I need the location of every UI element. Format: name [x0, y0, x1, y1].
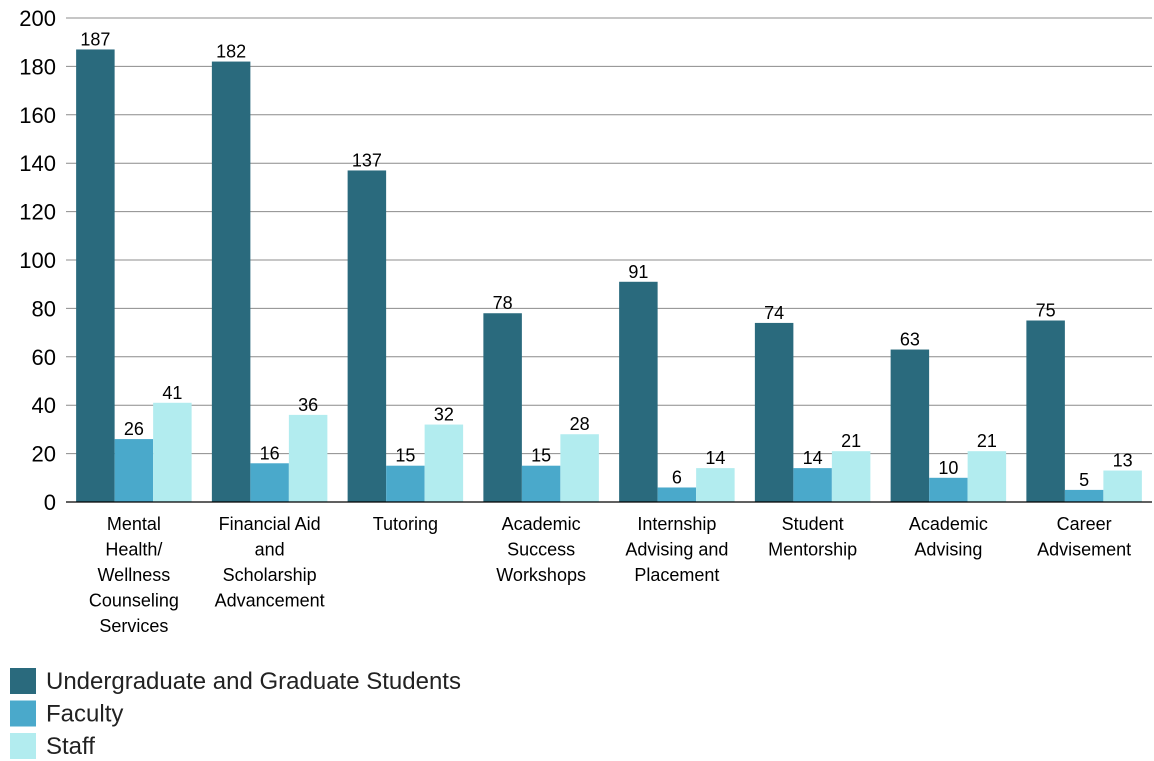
legend-swatch: [10, 700, 36, 727]
legend: Undergraduate and Graduate Students Facul…: [10, 668, 461, 760]
x-tick-label: Student: [782, 514, 844, 534]
data-label: 26: [124, 419, 144, 439]
data-label: 14: [705, 448, 725, 468]
legend-label: Undergraduate and Graduate Students: [46, 668, 461, 695]
data-label: 15: [395, 446, 415, 466]
x-tick-label: Services: [99, 616, 168, 636]
bar: [560, 434, 599, 502]
y-tick-label: 200: [19, 6, 56, 31]
bar: [929, 477, 968, 502]
x-tick-label: Career: [1057, 514, 1112, 534]
y-tick-label: 100: [19, 248, 56, 273]
legend-swatch: [10, 668, 36, 694]
bars: [76, 49, 1142, 503]
y-tick-label: 60: [32, 345, 56, 370]
x-tick-label: and: [255, 540, 285, 560]
data-label: 21: [977, 431, 997, 451]
x-tick-label: Workshops: [496, 565, 586, 585]
x-tick-label: Success: [507, 540, 575, 560]
bar: [153, 402, 192, 502]
bar: [114, 439, 154, 502]
x-tick-label: Advising and: [625, 540, 728, 560]
data-label: 63: [900, 330, 920, 350]
data-label: 6: [672, 467, 682, 487]
data-label: 13: [1113, 451, 1133, 471]
data-label: 21: [841, 431, 861, 451]
legend-label: Staff: [46, 733, 95, 760]
bar: [831, 451, 871, 502]
y-tick-label: 0: [44, 490, 56, 515]
y-tick-label: 140: [19, 151, 56, 176]
bar: [386, 465, 425, 502]
x-tick-label: Scholarship: [223, 565, 317, 585]
legend-label: Faculty: [46, 701, 123, 728]
bar: [696, 468, 735, 502]
bar: [657, 487, 697, 502]
x-tick-label: Health/: [105, 540, 162, 560]
x-tick-label: Advisement: [1037, 540, 1131, 560]
bar: [288, 414, 328, 502]
y-tick-label: 40: [32, 393, 56, 418]
x-tick-label: Advising: [914, 540, 982, 560]
bar: [1064, 489, 1104, 502]
x-tick-label: Financial Aid: [219, 514, 321, 534]
data-label: 14: [803, 448, 823, 468]
y-tick-label: 180: [19, 54, 56, 79]
bar: [1026, 320, 1065, 502]
x-tick-label: Internship: [637, 514, 716, 534]
data-labels: 187 26 41 182 16 36 137 15 32 78 15 28 91 6 14 74 14 21 63…: [80, 29, 1132, 489]
bar: [483, 313, 522, 502]
x-tick-label: Mental: [107, 514, 161, 534]
data-label: 32: [434, 405, 454, 425]
data-label: 137: [352, 150, 382, 170]
x-tick-label: Advancement: [215, 591, 325, 611]
bar: [890, 349, 930, 502]
bar: [211, 61, 251, 503]
data-label: 15: [531, 446, 551, 466]
data-label: 74: [764, 303, 784, 323]
data-label: 182: [216, 42, 246, 62]
y-tick-label: 80: [32, 296, 56, 321]
data-label: 75: [1036, 301, 1056, 321]
bar: [347, 170, 387, 502]
x-tick-label: Academic: [909, 514, 988, 534]
bar: [76, 49, 115, 503]
y-tick-label: 120: [19, 200, 56, 225]
bar: [250, 463, 289, 502]
bar: [619, 281, 658, 502]
data-label: 78: [493, 293, 513, 313]
x-axis-categories: Mental Health/Wellness Counseling Services F…: [89, 514, 1131, 636]
bar: [793, 468, 832, 502]
data-label: 91: [628, 262, 648, 282]
x-tick-label: Tutoring: [373, 514, 438, 534]
x-tick-label: Counseling: [89, 591, 179, 611]
x-tick-label: Academic: [502, 514, 581, 534]
data-label: 16: [260, 443, 280, 463]
y-tick-label: 160: [19, 103, 56, 128]
y-tick-label: 20: [32, 442, 56, 467]
bar: [967, 451, 1007, 502]
bar: [1103, 470, 1142, 502]
y-axis-ticks: 0 20 40 60 80 100 120 140 160 180 200: [19, 6, 56, 515]
x-tick-label: Placement: [634, 565, 719, 585]
x-tick-label: Mentorship: [768, 540, 857, 560]
data-label: 28: [570, 414, 590, 434]
data-label: 36: [298, 395, 318, 415]
bar: [424, 424, 464, 502]
data-label: 187: [80, 29, 110, 49]
bar: [521, 465, 561, 502]
data-label: 41: [162, 383, 182, 403]
bar: [754, 322, 794, 502]
data-label: 10: [938, 458, 958, 478]
legend-swatch: [10, 733, 36, 759]
data-label: 5: [1079, 470, 1089, 490]
x-tick-label: Wellness: [98, 565, 171, 585]
